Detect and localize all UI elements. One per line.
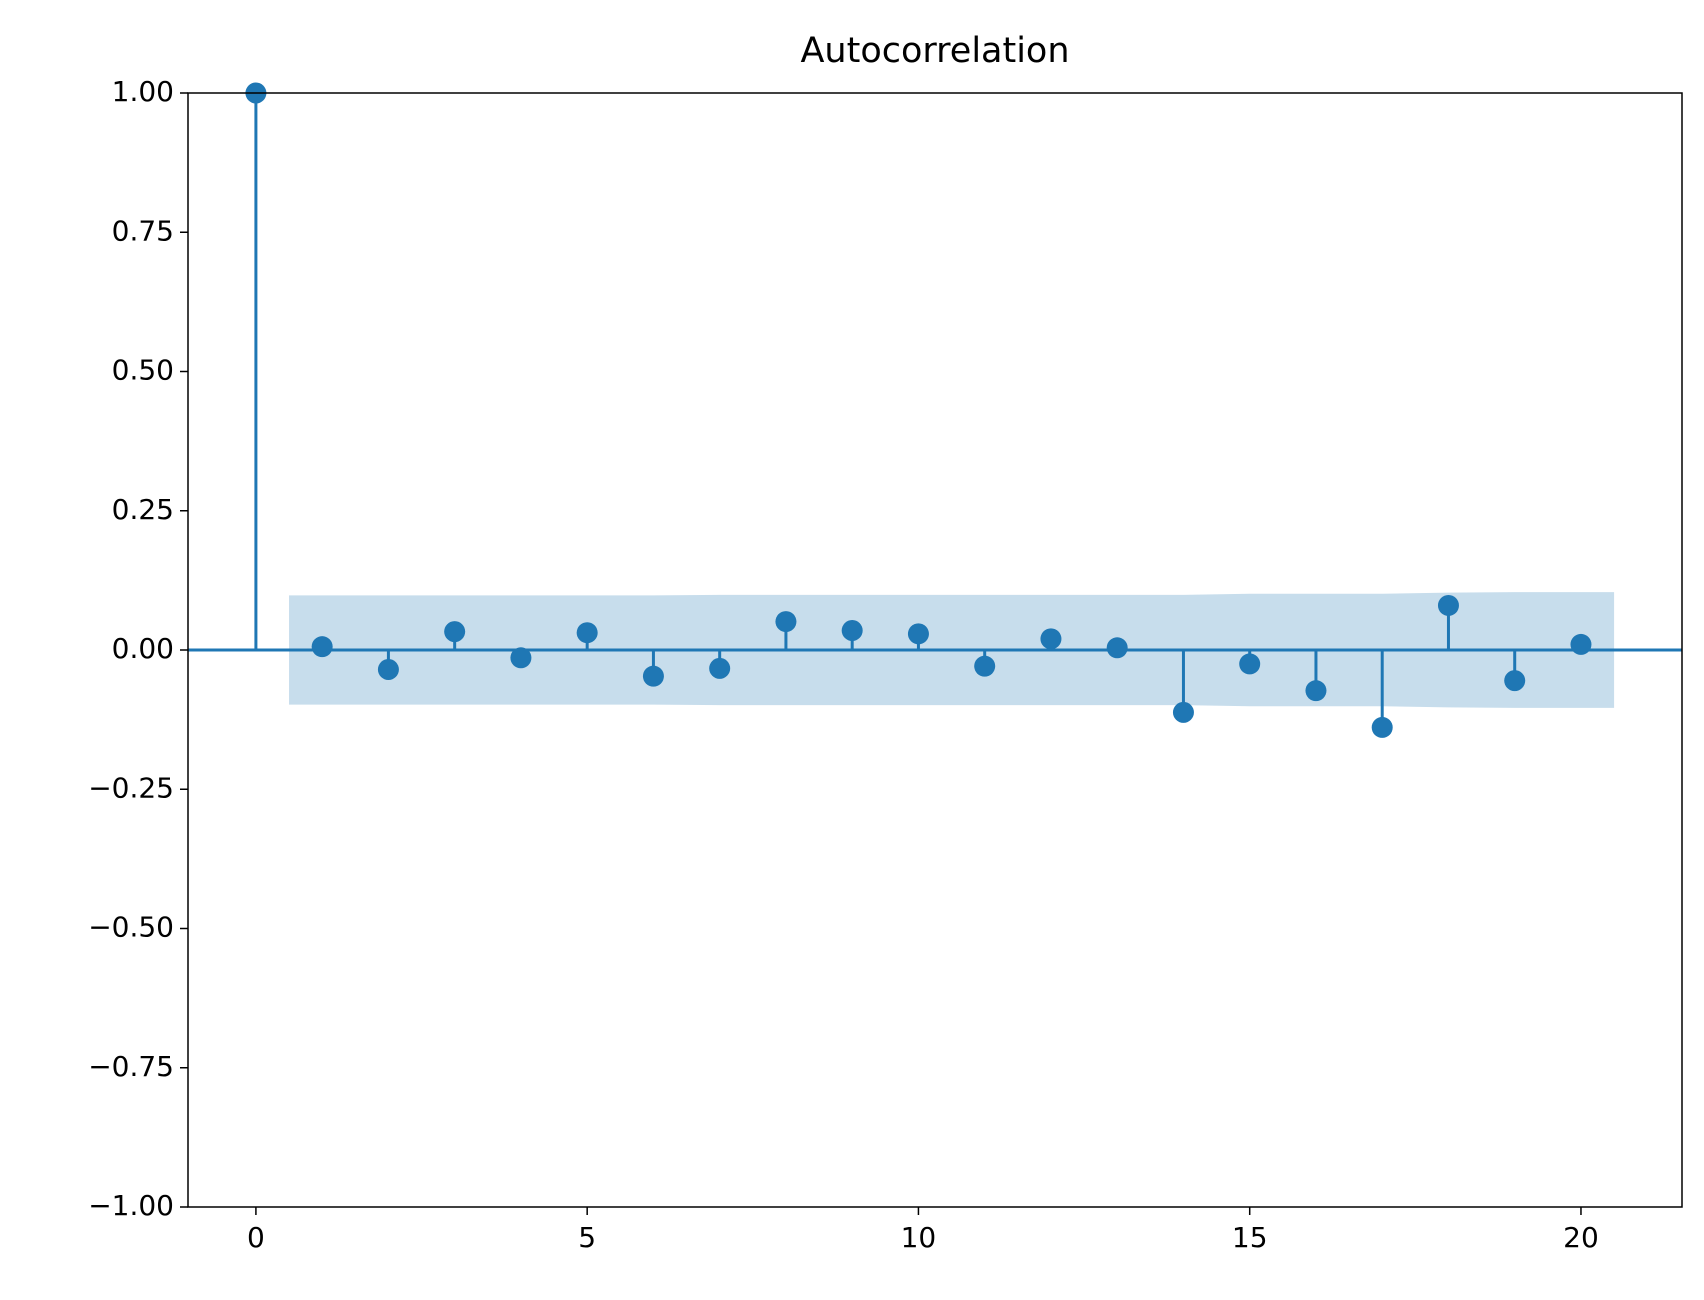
y-tick-label: 1.00 — [112, 75, 174, 108]
x-tick-label: 0 — [247, 1221, 265, 1254]
x-tick-label: 10 — [901, 1221, 937, 1254]
marker — [576, 622, 598, 644]
marker — [974, 655, 996, 677]
marker — [311, 636, 333, 658]
marker — [1504, 670, 1526, 692]
marker — [1106, 637, 1128, 659]
y-tick-label: 0.75 — [112, 214, 174, 247]
marker — [444, 621, 466, 643]
y-tick-label: −0.25 — [88, 771, 174, 804]
y-tick-label: 0.25 — [112, 493, 174, 526]
y-tick-label: −0.50 — [88, 911, 174, 944]
marker — [377, 658, 399, 680]
marker — [1371, 716, 1393, 738]
marker — [1172, 701, 1194, 723]
marker — [1040, 628, 1062, 650]
plot-frame — [187, 92, 1683, 1208]
x-tick-label: 5 — [578, 1221, 596, 1254]
y-tick-label: 0.50 — [112, 354, 174, 387]
marker — [709, 657, 731, 679]
y-tick-label: −0.75 — [88, 1050, 174, 1083]
marker — [510, 647, 532, 669]
marker — [1437, 594, 1459, 616]
marker — [841, 620, 863, 642]
marker — [1239, 653, 1261, 675]
y-tick-label: −1.00 — [88, 1189, 174, 1222]
marker — [642, 665, 664, 687]
marker — [1570, 633, 1592, 655]
x-tick-label: 20 — [1563, 1221, 1599, 1254]
marker — [1305, 680, 1327, 702]
y-tick-label: 0.00 — [112, 632, 174, 665]
x-tick-label: 15 — [1232, 1221, 1268, 1254]
marker — [907, 623, 929, 645]
chart-title: Autocorrelation — [800, 31, 1069, 71]
marker — [775, 611, 797, 633]
